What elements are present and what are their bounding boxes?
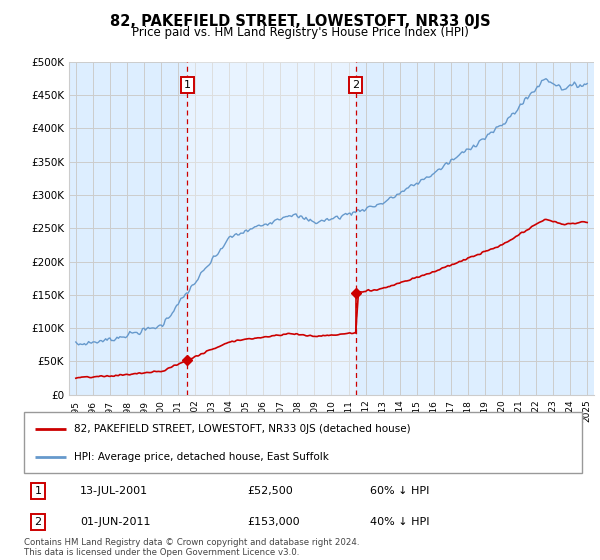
Text: 2: 2 <box>34 517 41 527</box>
Bar <box>187 62 356 395</box>
Text: 13-JUL-2001: 13-JUL-2001 <box>80 486 148 496</box>
Text: HPI: Average price, detached house, East Suffolk: HPI: Average price, detached house, East… <box>74 452 329 462</box>
Text: £52,500: £52,500 <box>247 486 293 496</box>
Text: Contains HM Land Registry data © Crown copyright and database right 2024.
This d: Contains HM Land Registry data © Crown c… <box>24 538 359 557</box>
Text: 01-JUN-2011: 01-JUN-2011 <box>80 517 151 527</box>
Text: Price paid vs. HM Land Registry's House Price Index (HPI): Price paid vs. HM Land Registry's House … <box>131 26 469 39</box>
Text: 60% ↓ HPI: 60% ↓ HPI <box>370 486 430 496</box>
Text: 1: 1 <box>34 486 41 496</box>
Text: 1: 1 <box>184 80 191 90</box>
Text: £153,000: £153,000 <box>247 517 300 527</box>
FancyBboxPatch shape <box>24 412 582 473</box>
Text: 2: 2 <box>352 80 359 90</box>
Text: 82, PAKEFIELD STREET, LOWESTOFT, NR33 0JS (detached house): 82, PAKEFIELD STREET, LOWESTOFT, NR33 0J… <box>74 424 411 434</box>
Text: 82, PAKEFIELD STREET, LOWESTOFT, NR33 0JS: 82, PAKEFIELD STREET, LOWESTOFT, NR33 0J… <box>110 14 490 29</box>
Text: 40% ↓ HPI: 40% ↓ HPI <box>370 517 430 527</box>
